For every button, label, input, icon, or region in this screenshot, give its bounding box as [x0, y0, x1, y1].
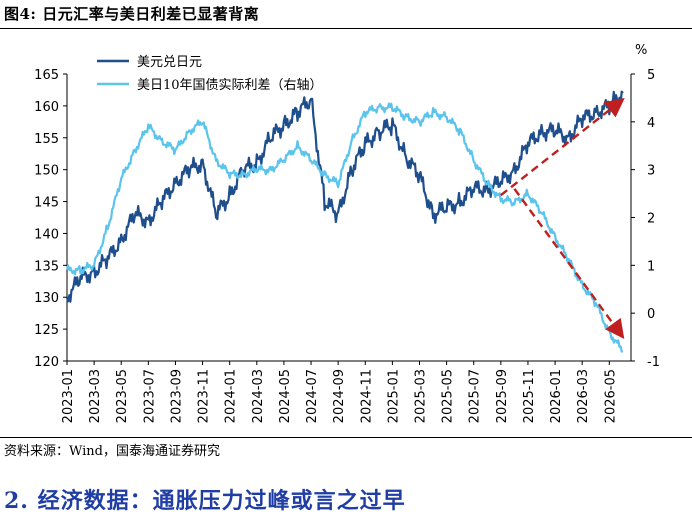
- x-tick-label: 2026-05: [603, 369, 618, 423]
- y-right-tick-label: 5: [647, 68, 655, 83]
- y-right-tick-label: 0: [647, 307, 655, 322]
- y-right-tick-label: 3: [647, 164, 655, 179]
- y-axis-right: -1 0 1 2 3 4 5%: [631, 43, 660, 370]
- y-right-tick-label: -1: [647, 355, 660, 370]
- x-tick-label: 2025-09: [495, 369, 510, 423]
- x-tick-label: 2025-01: [386, 369, 401, 423]
- figure-title: 图4: 日元汇率与美日利差已显著背离: [4, 5, 260, 23]
- title-divider: [0, 28, 692, 29]
- x-tick-label: 2023-03: [88, 369, 103, 423]
- x-tick-label: 2024-01: [224, 369, 239, 423]
- annotation-arrow-up: [500, 98, 625, 197]
- y-axis-left: 120 125 130 135 140 145 150 155 160 165: [34, 68, 67, 370]
- source-note: 资料来源：Wind，国泰海通证券研究: [4, 444, 220, 459]
- x-tick-label: 2024-07: [305, 369, 320, 423]
- y-left-tick-label: 140: [34, 227, 59, 242]
- series-usdjpy-line: [65, 90, 624, 303]
- x-tick-label: 2023-01: [61, 369, 76, 423]
- annotation-layer: [500, 98, 625, 340]
- y-right-tick-label: 1: [647, 259, 655, 274]
- x-tick-label: 2023-07: [142, 369, 157, 423]
- y-left-tick-label: 160: [34, 100, 59, 115]
- y-right-tick-label: 2: [647, 212, 655, 227]
- y-left-tick-label: 150: [34, 164, 59, 179]
- y-left-tick-label: 145: [34, 196, 59, 211]
- y-left-tick-label: 130: [34, 291, 59, 306]
- y-left-tick-label: 125: [34, 323, 59, 338]
- y-right-unit-label: %: [635, 43, 647, 58]
- x-tick-label: 2024-09: [332, 369, 347, 423]
- x-tick-label: 2023-09: [169, 369, 184, 423]
- annotation-arrow-down: [513, 188, 625, 340]
- x-tick-label: 2025-03: [414, 369, 429, 423]
- y-left-tick-label: 155: [34, 132, 59, 147]
- x-tick-label: 2025-07: [468, 369, 483, 423]
- x-tick-label: 2023-05: [115, 369, 130, 423]
- x-tick-label: 2024-05: [278, 369, 293, 423]
- section-heading: 2. 经济数据：通胀压力过峰或言之过早: [4, 488, 406, 514]
- y-left-tick-label: 135: [34, 259, 59, 274]
- series-layer: [65, 90, 624, 353]
- x-tick-label: 2025-05: [441, 369, 456, 423]
- y-left-tick-label: 120: [34, 355, 59, 370]
- x-axis: 2023-01 2023-03 2023-05 2023-07 2023-09 2023-…: [61, 361, 618, 423]
- legend-label-usdjpy: 美元兑日元: [137, 55, 202, 70]
- chart: 120 125 130 135 140 145 150 155 160 165 -1 0 1 2 3 4 5%…: [34, 43, 660, 423]
- y-left-tick-label: 165: [34, 68, 59, 83]
- x-tick-label: 2026-01: [549, 369, 564, 423]
- x-tick-label: 2025-11: [522, 369, 537, 423]
- x-tick-label: 2026-03: [576, 369, 591, 423]
- series-spread-line: [65, 102, 623, 353]
- x-tick-label: 2023-11: [197, 369, 212, 423]
- y-right-tick-label: 4: [647, 116, 655, 131]
- source-divider: [0, 437, 692, 438]
- x-tick-label: 2024-11: [359, 369, 374, 423]
- legend-label-spread: 美日10年国债实际利差（右轴）: [137, 78, 323, 93]
- x-tick-label: 2024-03: [251, 369, 266, 423]
